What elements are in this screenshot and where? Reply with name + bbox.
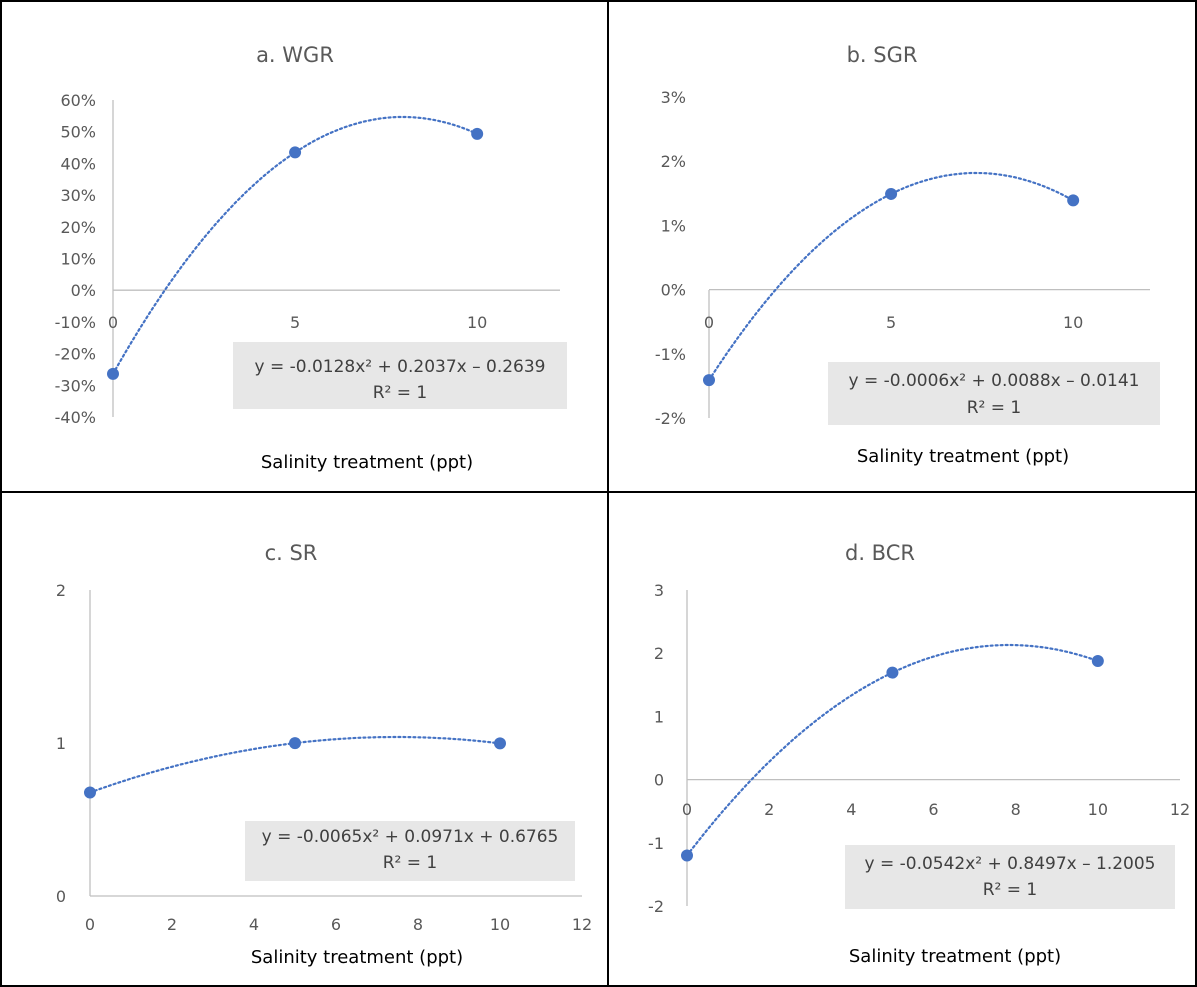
x-tick-label: 0 [682, 800, 692, 819]
y-tick-label: -2 [648, 897, 664, 916]
y-tick-label: 10% [60, 250, 96, 269]
chart-title: d. BCR [845, 541, 915, 565]
x-tick-label: 10 [1063, 313, 1083, 332]
data-point [107, 367, 119, 380]
y-tick-label: 60% [60, 91, 96, 110]
y-tick-label: 20% [60, 218, 96, 237]
data-point [494, 737, 506, 750]
y-tick-label: 3 [654, 581, 664, 600]
x-tick-label: 8 [413, 915, 423, 934]
y-tick-label: -30% [55, 376, 96, 395]
trendline-equation: y = -0.0065x² + 0.0971x + 0.6765 [262, 827, 559, 847]
data-point [1067, 194, 1080, 207]
x-tick-label: 8 [1011, 800, 1021, 819]
x-tick-label: 12 [572, 915, 592, 934]
y-tick-label: 0 [654, 771, 664, 790]
y-tick-label: 30% [60, 186, 96, 205]
x-tick-label: 2 [167, 915, 177, 934]
y-tick-label: -1 [648, 834, 664, 853]
x-tick-label: 12 [1170, 800, 1190, 819]
r-squared-label: R² = 1 [383, 853, 438, 873]
y-tick-label: -2% [655, 409, 686, 428]
y-tick-label: 0% [71, 281, 96, 300]
r-squared-label: R² = 1 [983, 880, 1038, 900]
x-axis-label: Salinity treatment (ppt) [849, 946, 1061, 967]
x-tick-label: 5 [290, 313, 300, 332]
trendline-equation: y = -0.0542x² + 0.8497x – 1.2005 [865, 854, 1156, 874]
y-tick-label: 0 [56, 887, 66, 906]
trendline-equation: y = -0.0128x² + 0.2037x – 0.2639 [255, 357, 546, 377]
y-tick-label: -10% [55, 313, 96, 332]
y-tick-label: 0% [661, 281, 686, 300]
x-tick-label: 10 [490, 915, 510, 934]
y-tick-label: 40% [60, 154, 96, 173]
y-tick-label: 2 [56, 581, 66, 600]
data-point [703, 374, 715, 387]
data-point [289, 146, 302, 159]
x-tick-label: 0 [108, 313, 118, 332]
x-tick-label: 4 [249, 915, 259, 934]
x-tick-label: 4 [846, 800, 856, 819]
chart-title: a. WGR [256, 43, 334, 67]
x-tick-label: 0 [85, 915, 95, 934]
y-tick-label: 1 [56, 734, 66, 753]
equation-box [845, 845, 1175, 909]
x-axis-label: Salinity treatment (ppt) [261, 452, 473, 473]
r-squared-label: R² = 1 [373, 383, 428, 403]
chart-title: c. SR [265, 541, 318, 565]
y-tick-label: 1 [654, 707, 664, 726]
y-tick-label: 2 [654, 644, 664, 663]
y-tick-label: 1% [661, 216, 686, 235]
y-tick-label: -40% [55, 408, 96, 427]
data-point [1091, 654, 1104, 667]
x-tick-label: 6 [331, 915, 341, 934]
data-point [471, 127, 484, 140]
x-axis-label: Salinity treatment (ppt) [857, 446, 1069, 467]
y-tick-label: 50% [60, 123, 96, 142]
chart-title: b. SGR [847, 43, 918, 67]
r-squared-label: R² = 1 [967, 398, 1022, 418]
data-point [84, 786, 96, 799]
data-point [886, 666, 899, 679]
x-tick-label: 2 [764, 800, 774, 819]
panel-b-sgr: b. SGR 3% 2% 1% 0% -1% -2% 0 5 10 y = -0.0006x² + … [655, 43, 1160, 467]
y-tick-label: 2% [661, 152, 686, 171]
x-tick-label: 10 [467, 313, 487, 332]
y-tick-label: 3% [661, 88, 686, 107]
x-tick-label: 5 [886, 313, 896, 332]
y-tick-label: -20% [55, 345, 96, 364]
trendline [707, 171, 1075, 382]
x-axis-label: Salinity treatment (ppt) [251, 947, 463, 968]
data-point [885, 187, 898, 200]
data-point [289, 737, 301, 750]
equation-box [245, 821, 575, 881]
data-point [681, 849, 693, 862]
y-tick-label: -1% [655, 345, 686, 364]
equation-box [233, 342, 567, 409]
trendline-equation: y = -0.0006x² + 0.0088x – 0.0141 [849, 371, 1140, 391]
equation-box [828, 362, 1160, 425]
x-tick-label: 6 [928, 800, 938, 819]
x-tick-label: 0 [704, 313, 714, 332]
panel-a-wgr: a. WGR 60% 50% 40% 30% 20% 10% 0% -10% -20% -30% -4… [55, 43, 567, 473]
x-tick-label: 10 [1088, 800, 1108, 819]
